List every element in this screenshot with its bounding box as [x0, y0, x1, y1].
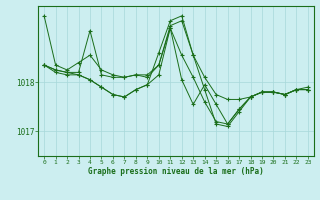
X-axis label: Graphe pression niveau de la mer (hPa): Graphe pression niveau de la mer (hPa): [88, 167, 264, 176]
